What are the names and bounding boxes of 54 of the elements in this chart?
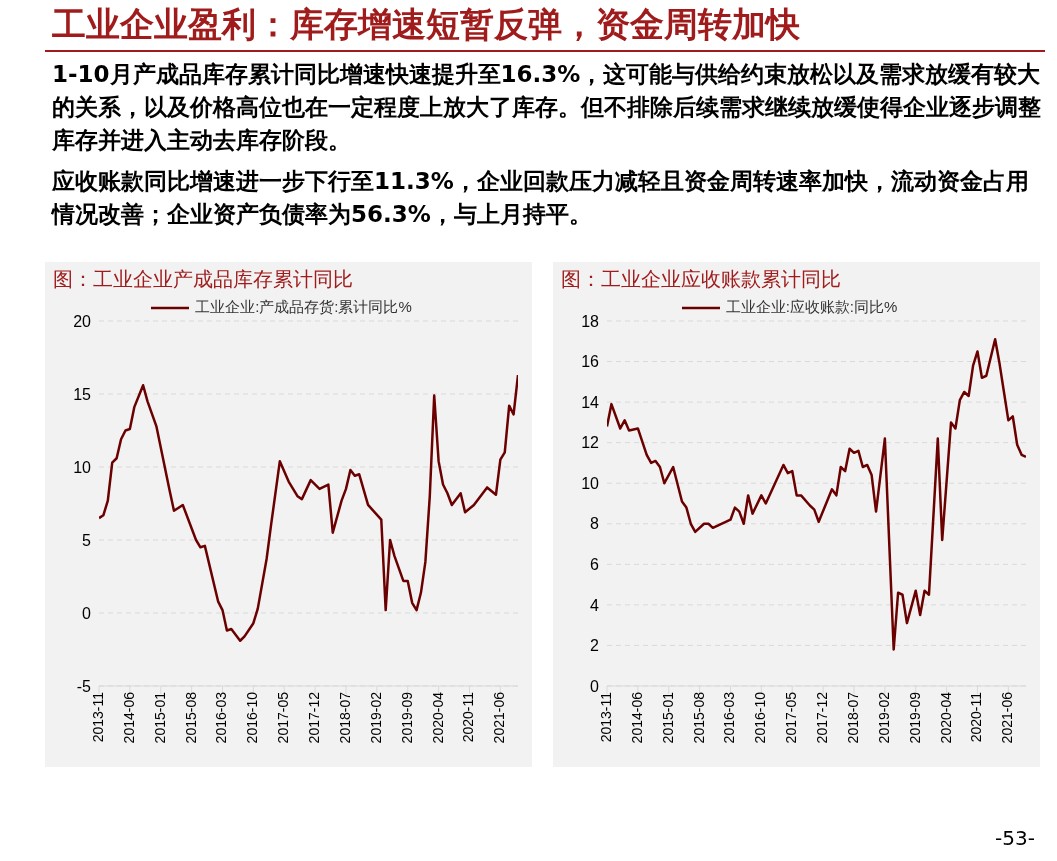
x-tick-label: 2019-09: [398, 691, 415, 744]
x-tick-label: 2018-07: [336, 691, 353, 744]
line-series: [99, 373, 518, 642]
text: 工业企业盈利：库存增速短暂反弹，资金周转加快: [52, 3, 800, 46]
x-tick-label: 2013-11: [597, 691, 614, 743]
x-tick-label: 2015-01: [659, 691, 676, 744]
x-tick-label: 2015-08: [182, 691, 199, 744]
y-tick-label: 14: [581, 393, 600, 411]
y-tick-label: 10: [581, 474, 600, 492]
y-tick-label: 15: [73, 385, 92, 403]
y-tick-label: 4: [590, 596, 600, 614]
x-tick-label: 2013-11: [89, 691, 106, 743]
y-tick-label: 0: [590, 677, 600, 695]
y-tick-label: 0: [82, 604, 92, 622]
y-tick-label: 8: [590, 515, 600, 533]
x-tick-label: 2021-06: [491, 691, 508, 744]
x-tick-label: 2017-05: [783, 691, 800, 744]
x-tick-label: 2017-12: [814, 691, 831, 744]
y-tick-label: 6: [590, 556, 600, 574]
x-tick-label: 2016-10: [244, 691, 261, 744]
x-tick-label: 2017-05: [275, 691, 292, 744]
legend-label: 工业企业:应收账款:同比%: [725, 298, 898, 317]
text: -53-: [995, 826, 1035, 850]
y-tick-label: 20: [73, 312, 92, 330]
text: 应收账款同比增速进一步下行至11.3%，企业回款压力减轻且资金周转速率加快，流动资金占用情况改善；企业资产负债率为56.3%，与上月持平。: [52, 167, 1030, 229]
text: 1-10月产成品库存累计同比增速快速提升至16.3%，这可能与供给约束放松以及需求放缓有较大的关系，以及价格高位也在一定程度上放大了库存。但不排除后续需求继续放缓使得企业逐步调整库存并进入主动去库存阶段。: [52, 60, 1042, 155]
x-tick-label: 2021-06: [999, 691, 1016, 744]
legend-label: 工业企业:产成品存货:累计同比%: [195, 298, 412, 317]
x-tick-label: 2019-09: [906, 691, 923, 744]
x-tick-label: 2019-02: [875, 691, 892, 744]
x-tick-label: 2015-08: [690, 691, 707, 744]
chart-title: 图：工业企业产成品库存累计同比: [53, 266, 353, 293]
y-tick-label: 2: [590, 637, 600, 655]
y-tick-label: 10: [73, 458, 92, 476]
x-tick-label: 2017-12: [306, 691, 323, 744]
y-tick-label: 16: [581, 353, 600, 371]
x-tick-label: 2014-06: [120, 691, 137, 744]
y-tick-label: 18: [581, 312, 600, 330]
x-tick-label: 2020-04: [937, 691, 954, 744]
x-tick-label: 2020-11: [968, 691, 985, 743]
x-tick-label: 2020-11: [460, 691, 477, 743]
x-tick-label: 2020-04: [429, 691, 446, 744]
x-tick-label: 2016-10: [752, 691, 769, 744]
y-tick-label: 12: [581, 434, 600, 452]
x-tick-label: 2016-03: [213, 691, 230, 744]
x-tick-label: 2015-01: [151, 691, 168, 744]
x-tick-label: 2014-06: [628, 691, 645, 744]
chart-title: 图：工业企业应收账款累计同比: [561, 266, 841, 293]
x-tick-label: 2016-03: [721, 691, 738, 744]
y-tick-label: -5: [76, 677, 92, 695]
y-tick-label: 5: [82, 531, 92, 549]
x-tick-label: 2018-07: [844, 691, 861, 744]
line-series: [607, 338, 1026, 651]
x-tick-label: 2019-02: [367, 691, 384, 744]
